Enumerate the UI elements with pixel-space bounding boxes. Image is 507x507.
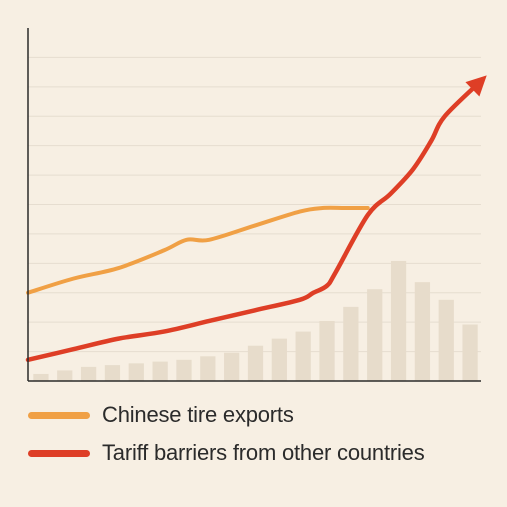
legend-swatch-exports	[28, 411, 90, 419]
bar	[200, 356, 216, 381]
arrowhead-icon	[465, 75, 487, 97]
bar	[271, 338, 287, 381]
bar	[224, 352, 240, 381]
legend-swatch-tariffs	[28, 449, 90, 457]
bar	[80, 366, 97, 381]
bar	[176, 359, 192, 381]
bar	[128, 363, 144, 381]
bar	[104, 365, 121, 381]
bar	[295, 331, 311, 381]
line-series	[25, 75, 487, 363]
bar	[414, 282, 431, 381]
bar	[33, 373, 49, 381]
legend-item-tariffs: Tariff barriers from other countries	[28, 434, 425, 472]
bar	[390, 260, 407, 381]
bar	[247, 345, 264, 381]
legend: Chinese tire exports Tariff barriers fro…	[28, 396, 425, 472]
bar-series	[33, 260, 478, 381]
legend-label-tariffs: Tariff barriers from other countries	[102, 440, 425, 465]
tariffs-line	[25, 78, 484, 363]
bar	[343, 306, 359, 381]
grid	[28, 56, 481, 353]
bar	[438, 299, 454, 381]
legend-item-exports: Chinese tire exports	[28, 396, 425, 434]
bar	[462, 324, 478, 381]
exports-line	[26, 205, 370, 295]
bar	[152, 361, 168, 381]
bar	[57, 370, 73, 381]
bar	[367, 289, 383, 381]
legend-label-exports: Chinese tire exports	[102, 402, 294, 427]
bar	[319, 320, 335, 381]
